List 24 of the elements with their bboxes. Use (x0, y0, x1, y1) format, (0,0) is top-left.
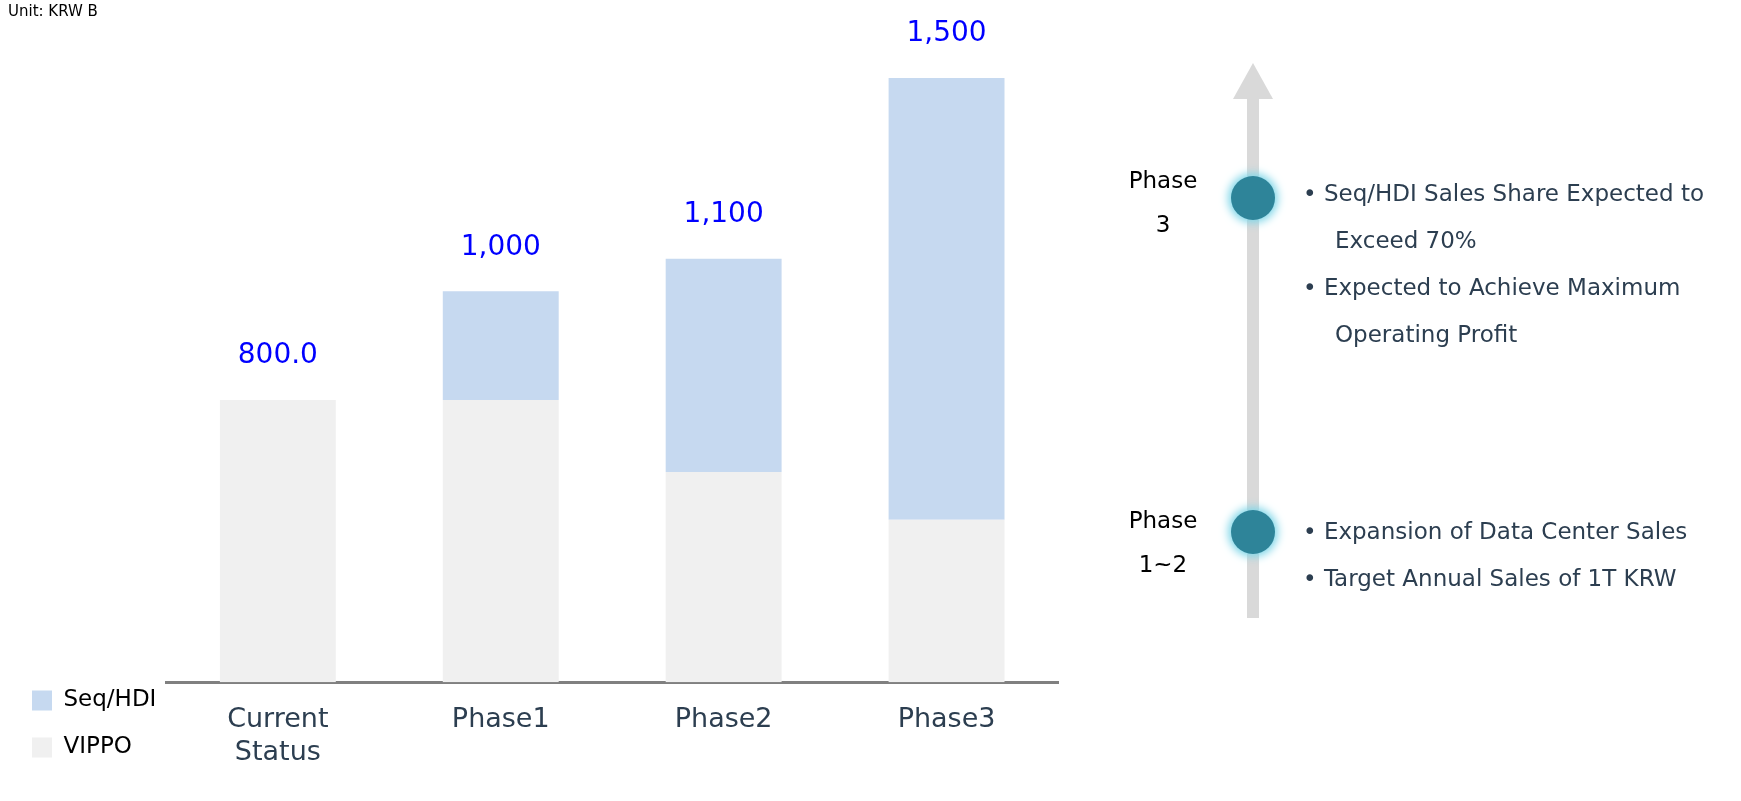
legend-label: VIPPO (63, 732, 132, 759)
bar (219, 400, 336, 683)
text: Unit: KRW B (8, 2, 98, 20)
text: • Seq/HDI Sales Share Expected to Exceed 70% (1303, 179, 1705, 255)
text: Phase 1~2 (1127, 506, 1199, 579)
annotation: 1,500 (906, 15, 987, 49)
legend-label: Seq/HDI (63, 685, 157, 712)
x-tick-label: Phase3 (897, 702, 996, 734)
text: • Expected to Achieve Maximum Operating Profit (1303, 273, 1682, 349)
bar (888, 519, 1005, 683)
annotation: 800.0 (237, 337, 318, 371)
annotation: 1,100 (683, 195, 764, 229)
bar (665, 471, 782, 683)
bar (442, 291, 559, 401)
bar (665, 258, 782, 472)
x-tick-label: Current Status (227, 702, 329, 766)
bar (888, 78, 1005, 520)
text: Phase 3 (1127, 166, 1199, 239)
bar (442, 400, 559, 683)
annotation: 1,000 (460, 228, 541, 262)
text: • Expansion of Data Center Sales (1303, 517, 1689, 546)
x-tick-label: Phase2 (674, 702, 773, 734)
text: • Target Annual Sales of 1T KRW (1303, 564, 1678, 593)
x-tick-label: Phase1 (451, 702, 550, 734)
